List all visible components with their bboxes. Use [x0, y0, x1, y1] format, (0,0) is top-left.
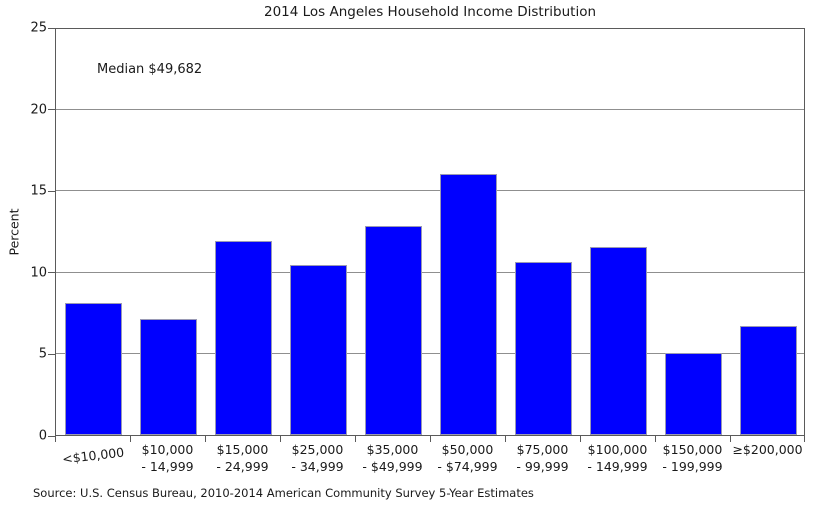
bar-10 — [740, 325, 797, 435]
xtick-label-8: $100,000 - 149,999 — [587, 442, 648, 474]
y-axis-tick-labels: 0 5 10 15 20 25 — [0, 21, 47, 444]
xtick-label-7: $75,000 - 99,999 — [516, 442, 569, 474]
xtick-mark-5 — [430, 436, 431, 442]
xtick-mark-8 — [655, 436, 656, 442]
bar-6 — [440, 173, 497, 435]
xtick-label-5: $35,000 - $49,999 — [362, 442, 423, 474]
ytick-mark-15 — [48, 190, 55, 192]
ytick-mark-10 — [48, 272, 55, 274]
xtick-mark-4 — [355, 436, 356, 442]
gridline-5 — [56, 352, 804, 354]
ytick-mark-20 — [48, 109, 55, 111]
xtick-mark-3 — [280, 436, 281, 442]
bar-2 — [140, 319, 197, 435]
ytick-label-10: 10 — [30, 265, 47, 281]
xtick-label-10: ≥$200,000 — [732, 442, 803, 457]
xtick-mark-10 — [804, 436, 805, 442]
bar-4 — [290, 265, 347, 435]
x-axis-tick-labels: <$10,000 $10,000 - 14,999 $15,000 - 24,999… — [55, 441, 805, 481]
ytick-label-15: 15 — [30, 183, 47, 199]
xtick-label-6: $50,000 - $74,999 — [437, 442, 498, 474]
ytick-label-25: 25 — [30, 20, 47, 36]
x-axis-tick-marks — [55, 436, 805, 443]
source-note: Source: U.S. Census Bureau, 2010-2014 Am… — [33, 486, 534, 500]
y-axis-tick-marks — [48, 27, 55, 437]
bar-3 — [215, 240, 272, 435]
ytick-label-5: 5 — [38, 346, 47, 362]
bar-5 — [365, 226, 422, 435]
ytick-mark-0 — [48, 435, 55, 437]
bar-8 — [590, 247, 647, 435]
xtick-label-9: $150,000 - 199,999 — [662, 442, 723, 474]
plot-area — [55, 28, 805, 436]
gridline-20 — [56, 109, 804, 111]
xtick-label-1: <$10,000 — [61, 444, 125, 467]
xtick-label-2: $10,000 - 14,999 — [141, 442, 194, 474]
ytick-mark-5 — [48, 353, 55, 355]
xtick-mark-7 — [580, 436, 581, 442]
median-annotation: Median $49,682 — [97, 62, 203, 77]
xtick-mark-6 — [505, 436, 506, 442]
bar-1 — [65, 302, 122, 435]
xtick-mark-0 — [55, 436, 56, 442]
chart-title: 2014 Los Angeles Household Income Distri… — [263, 4, 597, 20]
ytick-label-0: 0 — [38, 428, 47, 444]
ytick-label-20: 20 — [30, 102, 47, 118]
xtick-label-4: $25,000 - 34,999 — [291, 442, 344, 474]
bar-7 — [515, 262, 572, 435]
xtick-mark-1 — [130, 436, 131, 442]
ytick-mark-25 — [48, 27, 55, 29]
xtick-mark-2 — [205, 436, 206, 442]
gridline-15 — [56, 190, 804, 192]
bar-9 — [665, 353, 722, 435]
xtick-mark-9 — [730, 436, 731, 442]
xtick-label-3: $15,000 - 24,999 — [216, 442, 269, 474]
gridline-10 — [56, 271, 804, 273]
